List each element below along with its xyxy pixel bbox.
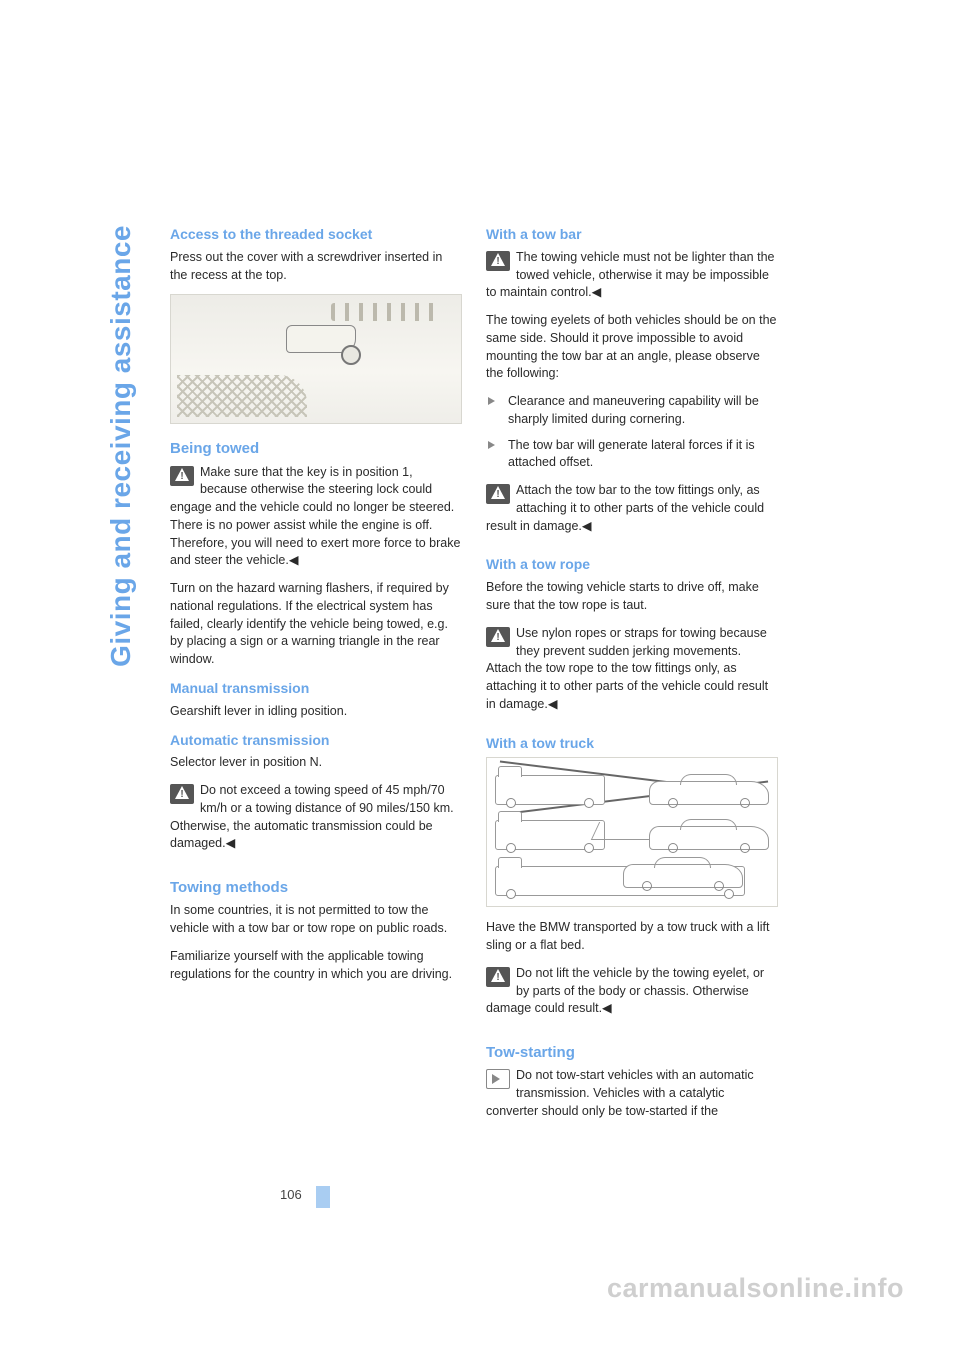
para-towbar-warn-text: The towing vehicle must not be lighter t… — [486, 250, 774, 300]
para-towtruck-warn: Do not lift the vehicle by the towing ey… — [486, 965, 778, 1018]
para-towstart-note-text: Do not tow-start vehicles with an automa… — [486, 1068, 754, 1118]
right-column: With a tow bar The towing vehicle must n… — [486, 225, 778, 1131]
warning-icon — [486, 627, 510, 647]
para-towbar-warn: The towing vehicle must not be lighter t… — [486, 249, 778, 302]
para-methods-1: In some countries, it is not permitted t… — [170, 902, 462, 938]
heading-tow-rope: With a tow rope — [486, 555, 778, 575]
para-towbar-warn2-text: Attach the tow bar to the tow fittings o… — [486, 483, 764, 533]
figure-row-flatbed — [495, 858, 769, 898]
page-number-bar — [316, 1186, 330, 1208]
left-column: Access to the threaded socket Press out … — [170, 225, 462, 1131]
list-item: Clearance and maneuvering capability wil… — [486, 393, 778, 429]
towbar-bullet-list: Clearance and maneuvering capability wil… — [486, 393, 778, 472]
heading-being-towed: Being towed — [170, 438, 462, 459]
warning-icon — [170, 784, 194, 804]
heading-towing-methods: Towing methods — [170, 877, 462, 898]
figure-detail-mesh — [177, 375, 307, 417]
para-towrope-warn-text: Use nylon ropes or straps for towing bec… — [486, 626, 768, 711]
figure-row-sling — [495, 812, 769, 852]
figure-threaded-socket — [170, 294, 462, 424]
para-towbar-2: The towing eyelets of both vehicles shou… — [486, 312, 778, 383]
para-towrope-warn: Use nylon ropes or straps for towing bec… — [486, 625, 778, 714]
para-being-towed-2: Turn on the hazard warning flashers, if … — [170, 580, 462, 669]
warning-icon — [486, 251, 510, 271]
para-auto-warn-text: Do not exceed a towing speed of 45 mph/7… — [170, 783, 454, 850]
figure-row-crossed — [495, 767, 769, 807]
para-towrope-1: Before the towing vehicle starts to driv… — [486, 579, 778, 615]
heading-access-socket: Access to the threaded socket — [170, 225, 462, 245]
note-icon — [486, 1069, 510, 1089]
warning-icon — [486, 484, 510, 504]
para-manual: Gearshift lever in idling position. — [170, 703, 462, 721]
para-methods-2: Familiarize yourself with the applicable… — [170, 948, 462, 984]
heading-tow-bar: With a tow bar — [486, 225, 778, 245]
warning-icon — [486, 967, 510, 987]
list-item: The tow bar will generate lateral forces… — [486, 437, 778, 473]
para-towstart-note: Do not tow-start vehicles with an automa… — [486, 1067, 778, 1120]
figure-detail-screw — [341, 345, 361, 365]
para-being-towed-warn-text: Make sure that the key is in position 1,… — [170, 465, 460, 568]
para-being-towed-warn: Make sure that the key is in position 1,… — [170, 464, 462, 571]
para-towbar-warn2: Attach the tow bar to the tow fittings o… — [486, 482, 778, 535]
figure-tow-truck — [486, 757, 778, 907]
heading-manual-transmission: Manual transmission — [170, 679, 462, 699]
warning-icon — [170, 466, 194, 486]
page-content: Access to the threaded socket Press out … — [0, 0, 960, 1131]
heading-tow-truck: With a tow truck — [486, 734, 778, 754]
heading-automatic-transmission: Automatic transmission — [170, 731, 462, 751]
page-number: 106 — [280, 1187, 302, 1202]
para-auto-1: Selector lever in position N. — [170, 754, 462, 772]
para-access: Press out the cover with a screwdriver i… — [170, 249, 462, 285]
para-towtruck-1: Have the BMW transported by a tow truck … — [486, 919, 778, 955]
para-auto-warn: Do not exceed a towing speed of 45 mph/7… — [170, 782, 462, 853]
heading-tow-starting: Tow-starting — [486, 1042, 778, 1063]
watermark: carmanualsonline.info — [607, 1273, 904, 1304]
para-towtruck-warn-text: Do not lift the vehicle by the towing ey… — [486, 966, 764, 1016]
figure-detail-dots — [331, 303, 441, 321]
